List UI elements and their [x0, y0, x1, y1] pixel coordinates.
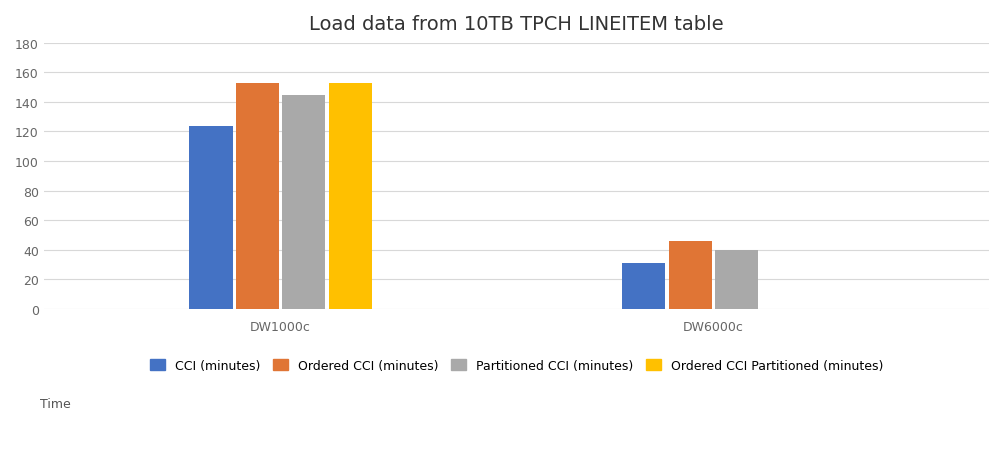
Bar — [622, 263, 665, 309]
Bar — [236, 83, 279, 309]
Bar — [668, 241, 711, 309]
Bar — [282, 95, 325, 309]
Bar — [328, 83, 371, 309]
Bar — [190, 126, 233, 309]
Legend: CCI (minutes), Ordered CCI (minutes), Partitioned CCI (minutes), Ordered CCI Par: CCI (minutes), Ordered CCI (minutes), Pa… — [145, 354, 888, 377]
Title: Load data from 10TB TPCH LINEITEM table: Load data from 10TB TPCH LINEITEM table — [309, 15, 723, 34]
Bar — [714, 250, 757, 309]
Text: Time: Time — [40, 397, 71, 410]
